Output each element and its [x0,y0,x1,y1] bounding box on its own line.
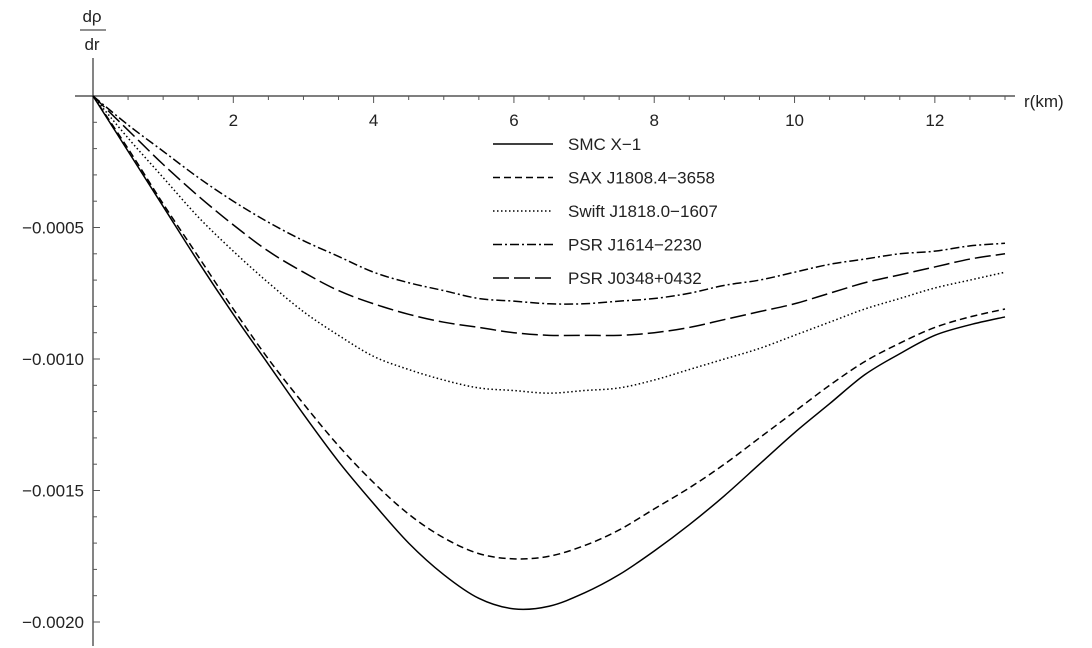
series-line-2 [92,95,1006,560]
x-tick-label: 6 [509,111,518,130]
y-tick-label: −0.0010 [22,350,84,369]
x-tick-label: 8 [649,111,658,130]
y-tick-label: −0.0015 [22,482,84,501]
series-line-4 [92,95,1006,305]
series-line-5 [92,95,1006,337]
legend-label: PSR J0348+0432 [568,269,702,288]
series-line-1 [92,95,1006,611]
x-ticks: 2 4 6 8 10 12 [127,96,1006,130]
legend-label: SAX J1808.4−3658 [568,169,715,188]
x-axis-title: r(km) [1024,92,1064,111]
x-tick-label: 10 [785,111,804,130]
y-tick-label: −0.0020 [22,613,84,632]
legend-label: SMC X−1 [568,135,641,154]
legend: SMC X−1 SAX J1808.4−3658 Swift J1818.0−160… [493,135,718,288]
x-tick-label: 2 [229,111,238,130]
legend-label: PSR J1614−2230 [568,236,702,255]
x-tick-label: 4 [369,111,378,130]
legend-label: Swift J1818.0−1607 [568,202,718,221]
y-axis-title-denominator: dr [84,35,99,54]
y-tick-label: −0.0005 [22,219,84,238]
x-tick-label: 12 [925,111,944,130]
y-ticks: −0.0005 −0.0010 −0.0015 −0.0020 [22,121,100,632]
y-axis-title: dρ dr [80,7,106,54]
axes: 2 4 6 8 10 12 −0.0005 −0.0010 −0.0015 −0.0020 [22,58,1015,646]
y-axis-title-numerator: dρ [82,7,101,26]
series-layer [92,95,1006,611]
